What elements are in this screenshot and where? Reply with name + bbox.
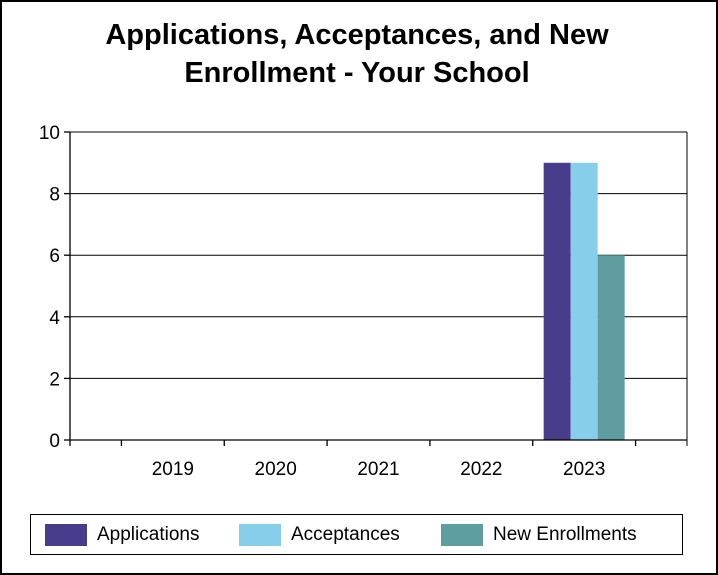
- legend-swatch-new-enrollments: [441, 523, 483, 546]
- legend-label-acceptances: Acceptances: [291, 523, 400, 545]
- chart-title-line-2: Enrollment - Your School: [184, 57, 530, 89]
- y-tick-label-6: 6: [49, 246, 60, 267]
- x-tick-label-2022: 2022: [460, 459, 502, 480]
- bar-new-enrollments-2023: [597, 255, 625, 440]
- chart-legend: Applications Acceptances New Enrollments: [30, 514, 683, 555]
- y-tick-label-10: 10: [39, 123, 60, 144]
- x-tick-label-2023: 2023: [563, 459, 605, 480]
- chart-plot: 0 2 4 6 8 10 2019 2020 2021 2022 2023: [39, 123, 688, 480]
- x-tick-label-2021: 2021: [357, 459, 399, 480]
- legend-item-acceptances: Acceptances: [239, 515, 400, 554]
- bar-applications-2023: [543, 162, 571, 441]
- y-tick-label-0: 0: [49, 431, 60, 452]
- legend-item-new-enrollments: New Enrollments: [441, 515, 637, 554]
- legend-item-applications: Applications: [45, 515, 199, 554]
- legend-swatch-acceptances: [239, 523, 281, 546]
- bar-acceptances-2023: [570, 162, 598, 441]
- legend-label-new-enrollments: New Enrollments: [493, 523, 637, 545]
- y-tick-label-8: 8: [49, 185, 60, 206]
- chart-title: Applications, Acceptances, and New Enrol…: [0, 16, 714, 92]
- x-tick-label-2020: 2020: [255, 459, 297, 480]
- y-tick-label-4: 4: [49, 308, 60, 329]
- legend-label-applications: Applications: [97, 523, 200, 545]
- x-tick-label-2019: 2019: [152, 459, 194, 480]
- chart-title-line-1: Applications, Acceptances, and New: [105, 19, 609, 51]
- legend-swatch-applications: [45, 523, 87, 546]
- y-tick-label-2: 2: [49, 369, 60, 390]
